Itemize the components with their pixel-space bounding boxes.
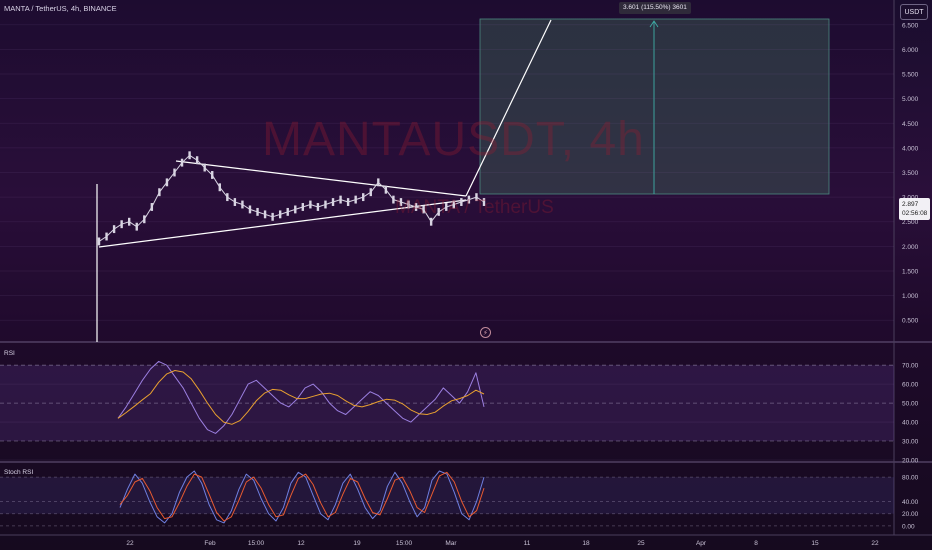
stoch-grid xyxy=(0,476,894,527)
rsi-series xyxy=(117,360,485,434)
rsi-ma-line xyxy=(117,370,485,425)
stoch-d-line xyxy=(119,471,485,522)
time-tick-label: 19 xyxy=(353,540,361,547)
time-tick-label: 15 xyxy=(811,540,819,547)
stoch-tick-label: 20.00 xyxy=(902,511,919,518)
watermark-title: MANTAUSDT, 4h xyxy=(262,113,645,166)
currency-button[interactable]: USDT xyxy=(900,4,928,20)
time-tick-label: Mar xyxy=(445,540,457,547)
price-tick-label: 0.500 xyxy=(902,318,919,325)
price-tick-label: 6.500 xyxy=(902,22,919,29)
time-tick-label: 8 xyxy=(754,540,758,547)
last-price: 2.897 xyxy=(902,201,919,208)
price-axis: 6.5006.0005.5005.0004.5004.0003.5003.000… xyxy=(902,22,919,324)
price-pane-bg xyxy=(0,0,894,342)
rsi-tick-label: 70.00 xyxy=(902,363,919,370)
rsi-tick-label: 50.00 xyxy=(902,401,919,408)
rsi-tick-label: 30.00 xyxy=(902,439,919,446)
time-tick-label: 18 xyxy=(582,540,590,547)
price-tick-label: 2.500 xyxy=(902,219,919,226)
measure-label: 3.601 (115.50%) 3601 xyxy=(619,2,691,14)
rsi-band xyxy=(0,365,894,442)
measure-arrowhead xyxy=(649,20,659,28)
price-tick-label: 4.000 xyxy=(902,145,919,152)
time-tick-label: 25 xyxy=(637,540,645,547)
time-tick-label: Feb xyxy=(204,540,216,547)
price-series xyxy=(97,151,486,246)
stoch-tick-label: 0.00 xyxy=(902,523,915,530)
time-axis: 22 Feb 15:00 12 19 15:00 Mar 11 18 25 Apr 8 15 22 xyxy=(126,540,879,547)
time-tick-label: 22 xyxy=(871,540,879,547)
time-tick-label: 12 xyxy=(297,540,305,547)
price-tick-label: 6.000 xyxy=(902,47,919,54)
price-tick-label: 5.500 xyxy=(902,72,919,79)
stoch-pane-label[interactable]: Stoch RSI xyxy=(4,469,34,476)
price-line xyxy=(98,154,485,242)
price-tick-label: 5.000 xyxy=(902,96,919,103)
time-tick-label: 22 xyxy=(126,540,134,547)
time-tick-label: 11 xyxy=(524,540,531,547)
lightning-icon[interactable]: ⚡ xyxy=(480,327,491,338)
rsi-pane-label[interactable]: RSI xyxy=(4,350,15,357)
price-grid xyxy=(0,24,894,321)
stoch-axis: 80.00 40.00 20.00 0.00 xyxy=(902,475,919,531)
time-tick-label: Apr xyxy=(696,540,707,547)
rsi-line xyxy=(117,360,485,434)
stoch-series xyxy=(119,470,485,524)
target-projection-box[interactable] xyxy=(479,18,830,195)
price-tick-label: 1.500 xyxy=(902,268,919,275)
stoch-tick-label: 80.00 xyxy=(902,475,919,482)
time-tick-label: 15:00 xyxy=(396,540,413,547)
stoch-k-line xyxy=(119,470,485,524)
last-price-tag: 2.897 02:56:08 xyxy=(899,198,930,220)
watermark-subtitle: MANTA / TetherUS xyxy=(395,197,554,218)
stoch-band xyxy=(0,477,894,514)
rsi-axis: 70.00 60.00 50.00 40.00 30.00 20.00 xyxy=(902,363,919,465)
symbol-title[interactable]: MANTA / TetherUS, 4h, BINANCE xyxy=(4,4,117,13)
rsi-tick-label: 20.00 xyxy=(902,458,919,465)
stoch-tick-label: 40.00 xyxy=(902,499,919,506)
bar-countdown: 02:56:08 xyxy=(902,210,928,217)
rsi-tick-label: 60.00 xyxy=(902,382,919,389)
wedge-upper-trendline[interactable] xyxy=(175,160,467,197)
price-tick-label: 3.500 xyxy=(902,170,919,177)
breakout-projection-line[interactable] xyxy=(465,19,552,197)
wedge-lower-trendline[interactable] xyxy=(98,199,467,248)
price-tick-label: 1.000 xyxy=(902,293,919,300)
rsi-tick-label: 40.00 xyxy=(902,420,919,427)
price-tick-label: 2.000 xyxy=(902,244,919,251)
time-tick-label: 15:00 xyxy=(248,540,265,547)
rsi-grid xyxy=(0,364,894,461)
price-tick-label: 4.500 xyxy=(902,121,919,128)
